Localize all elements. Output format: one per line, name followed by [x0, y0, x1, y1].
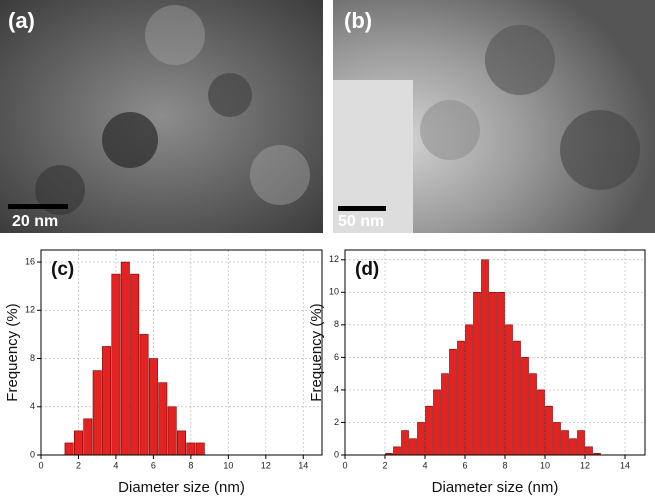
y-tick-label: 8 [334, 319, 339, 329]
bar [139, 334, 149, 456]
x-tick-label: 12 [580, 460, 590, 470]
x-tick-label: 14 [298, 460, 308, 470]
bar [489, 292, 497, 456]
bar [505, 324, 513, 456]
x-tick-label: 14 [620, 460, 630, 470]
bar [473, 292, 481, 456]
scale-bar-label: 50 nm [338, 213, 384, 230]
bar [177, 430, 186, 456]
bar [111, 273, 121, 456]
image-label: (b) [344, 8, 372, 33]
bar [64, 442, 74, 456]
bar [393, 446, 401, 456]
bar [409, 438, 417, 456]
bar [195, 442, 205, 456]
bar [92, 370, 102, 456]
y-tick-label: 16 [25, 256, 35, 266]
y-tick-label: 4 [334, 384, 339, 394]
bar [569, 438, 577, 456]
x-tick-label: 8 [502, 460, 507, 470]
y-tick-label: 2 [334, 417, 339, 427]
bar [73, 430, 83, 456]
x-tick-label: 10 [540, 460, 550, 470]
bar [481, 259, 489, 456]
bar [561, 430, 569, 456]
bar [158, 382, 168, 456]
bar [521, 357, 529, 456]
bar [577, 430, 585, 456]
plot-frame [40, 249, 323, 456]
y-tick-label: 4 [30, 401, 35, 411]
bar [425, 405, 433, 456]
bar [433, 389, 441, 456]
bar [401, 430, 409, 456]
bar [545, 405, 553, 456]
image-label: (a) [8, 8, 35, 33]
x-tick-label: 10 [223, 460, 233, 470]
y-axis-label: Frequency (%) [308, 303, 325, 401]
y-tick-label: 0 [334, 449, 339, 459]
x-tick-label: 12 [261, 460, 271, 470]
bar [417, 422, 425, 456]
bar [102, 346, 112, 456]
bar [148, 358, 158, 456]
bar [441, 373, 449, 456]
bar [497, 292, 505, 456]
bar [83, 418, 93, 456]
x-tick-label: 6 [462, 460, 467, 470]
tem-image-b [333, 0, 655, 233]
x-tick-label: 0 [342, 460, 347, 470]
x-axis-label: Diameter size (nm) [432, 479, 559, 496]
y-tick-label: 0 [30, 449, 35, 459]
bar [449, 348, 457, 456]
x-tick-label: 4 [113, 460, 118, 470]
bar [167, 406, 177, 456]
bar [585, 446, 593, 456]
x-tick-label: 0 [38, 460, 43, 470]
x-tick-label: 8 [188, 460, 193, 470]
tem-image-a [0, 0, 323, 233]
y-tick-label: 10 [329, 287, 339, 297]
y-axis-label: Frequency (%) [4, 303, 21, 401]
x-axis-label: Diameter size (nm) [118, 479, 245, 496]
bar [537, 389, 545, 456]
panel-label: (c) [51, 259, 74, 280]
bar [513, 340, 521, 456]
bar [465, 324, 473, 456]
y-tick-label: 12 [25, 305, 35, 315]
y-tick-label: 6 [334, 352, 339, 362]
scale-bar-label: 20 nm [12, 213, 58, 230]
bar [457, 340, 465, 456]
x-tick-label: 6 [151, 460, 156, 470]
bar [186, 442, 196, 456]
plot-frame [344, 249, 646, 456]
y-tick-label: 8 [30, 353, 35, 363]
x-tick-label: 2 [76, 460, 81, 470]
panel-label: (d) [355, 259, 379, 280]
y-tick-label: 12 [329, 254, 339, 264]
x-tick-label: 2 [382, 460, 387, 470]
bar [130, 273, 140, 456]
x-tick-label: 4 [422, 460, 427, 470]
bar [120, 261, 130, 456]
bar [553, 422, 561, 456]
bar [529, 373, 537, 456]
